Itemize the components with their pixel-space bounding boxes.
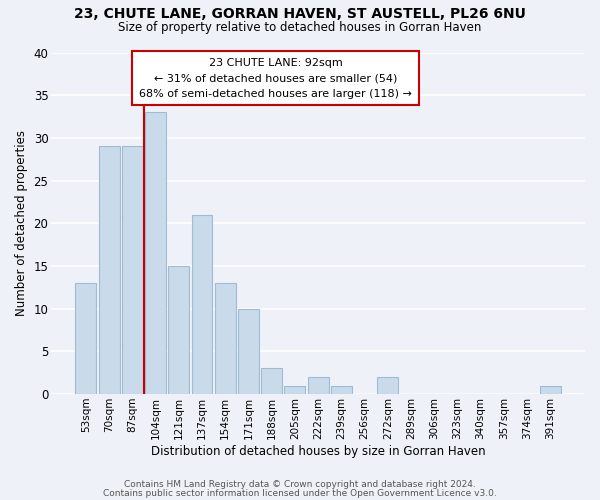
Bar [76,283,97,394]
Text: Size of property relative to detached houses in Gorran Haven: Size of property relative to detached ho… [118,21,482,34]
Bar [331,386,352,394]
Bar [191,214,212,394]
Bar [540,386,561,394]
Bar [284,386,305,394]
Text: Contains HM Land Registry data © Crown copyright and database right 2024.: Contains HM Land Registry data © Crown c… [124,480,476,489]
Text: Contains public sector information licensed under the Open Government Licence v3: Contains public sector information licen… [103,488,497,498]
Bar [238,308,259,394]
Bar [169,266,189,394]
Y-axis label: Number of detached properties: Number of detached properties [15,130,28,316]
Bar [261,368,282,394]
Bar [98,146,119,394]
Bar [308,377,329,394]
Bar [122,146,143,394]
Bar [145,112,166,394]
Text: 23, CHUTE LANE, GORRAN HAVEN, ST AUSTELL, PL26 6NU: 23, CHUTE LANE, GORRAN HAVEN, ST AUSTELL… [74,8,526,22]
Bar [215,283,236,394]
Text: 23 CHUTE LANE: 92sqm
← 31% of detached houses are smaller (54)
68% of semi-detac: 23 CHUTE LANE: 92sqm ← 31% of detached h… [139,58,412,99]
Bar [377,377,398,394]
X-axis label: Distribution of detached houses by size in Gorran Haven: Distribution of detached houses by size … [151,444,485,458]
